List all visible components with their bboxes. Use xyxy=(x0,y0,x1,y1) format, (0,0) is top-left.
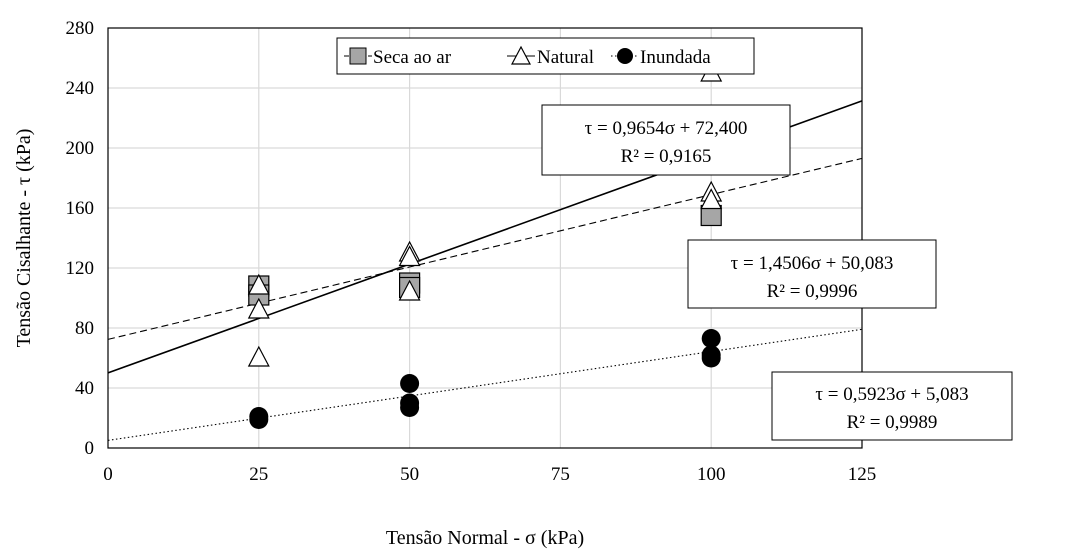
trendline xyxy=(107,157,863,340)
legend-marker-natural xyxy=(511,45,531,65)
y-tick-label: 240 xyxy=(66,78,95,99)
x-tick-label: 50 xyxy=(400,464,419,485)
x-tick-label: 125 xyxy=(848,464,877,485)
equation-annotation-2: τ = 1,4506σ + 50,083 R² = 0,9996 xyxy=(687,239,937,309)
y-tick-label: 120 xyxy=(66,258,95,279)
equation-box-1 xyxy=(541,104,791,176)
equation-box-2 xyxy=(687,239,937,309)
legend-label-natural: Natural xyxy=(537,47,594,68)
equation-text-3: τ = 0,5923σ + 5,083 xyxy=(815,384,968,405)
legend: Seca ao ar Natural Inundada xyxy=(336,37,755,75)
legend-label-seca: Seca ao ar xyxy=(373,47,452,68)
legend-label-inundada: Inundada xyxy=(640,47,711,68)
x-tick-label: 0 xyxy=(103,464,113,485)
legend-box xyxy=(336,37,755,75)
y-tick-label: 280 xyxy=(66,18,95,39)
legend-marker-seca xyxy=(349,47,367,65)
r2-text-3: R² = 0,9989 xyxy=(847,412,938,433)
y-tick-label: 80 xyxy=(75,318,94,339)
x-axis-ticks: 0 25 50 75 100 125 xyxy=(103,464,876,485)
data-point-triangle xyxy=(247,297,270,319)
r2-text-2: R² = 0,9996 xyxy=(767,281,858,302)
data-point-triangle xyxy=(247,273,270,295)
legend-marker-inundada xyxy=(617,48,633,64)
equation-annotation-3: τ = 0,5923σ + 5,083 R² = 0,9989 xyxy=(771,371,1013,441)
y-tick-label: 160 xyxy=(66,198,95,219)
equation-text-2: τ = 1,4506σ + 50,083 xyxy=(731,253,894,274)
equation-annotation-1: τ = 0,9654σ + 72,400 R² = 0,9165 xyxy=(541,104,791,176)
data-point-triangle xyxy=(700,188,723,210)
data-points xyxy=(247,60,723,429)
plot-area-border xyxy=(107,27,863,449)
data-point-triangle xyxy=(398,279,421,301)
data-point-circle xyxy=(701,348,721,368)
x-tick-label: 75 xyxy=(551,464,570,485)
data-point-circle xyxy=(701,329,721,348)
data-point-circle xyxy=(249,410,269,429)
y-tick-label: 0 xyxy=(85,438,95,459)
x-tick-label: 100 xyxy=(697,464,726,485)
y-axis-ticks: 0 40 80 120 160 200 240 280 xyxy=(66,18,95,459)
y-tick-label: 40 xyxy=(75,378,94,399)
equation-box-3 xyxy=(771,371,1013,441)
equation-text-1: τ = 0,9654σ + 72,400 xyxy=(585,118,748,139)
x-axis-title: Tensão Normal - σ (kPa) xyxy=(386,527,584,549)
r2-text-1: R² = 0,9165 xyxy=(621,146,712,167)
y-axis-title: Tensão Cisalhante - τ (kPa) xyxy=(13,129,35,348)
data-point-circle xyxy=(400,374,420,393)
data-point-circle xyxy=(400,398,420,417)
data-point-triangle xyxy=(398,245,421,267)
trendline xyxy=(107,328,863,441)
x-tick-label: 25 xyxy=(249,464,268,485)
data-point-triangle xyxy=(247,345,270,367)
y-tick-label: 200 xyxy=(66,138,95,159)
